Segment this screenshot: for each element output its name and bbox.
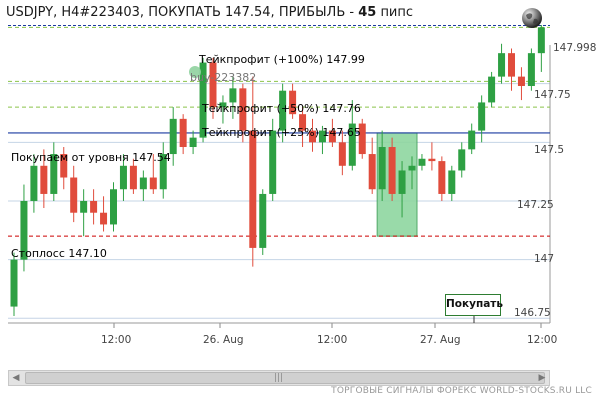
candle-body xyxy=(299,114,307,131)
y-tick-label: 147.5 xyxy=(534,144,565,156)
candle-body xyxy=(149,177,157,190)
candle-body xyxy=(508,53,515,77)
candle-body xyxy=(100,212,108,225)
x-tick-label: 12:00 xyxy=(527,334,558,346)
candle-body xyxy=(169,118,177,155)
candle-body xyxy=(10,259,18,307)
candle-body xyxy=(398,170,406,194)
candle-body xyxy=(60,154,68,178)
candle-body xyxy=(338,142,346,166)
x-tick-label: 12:00 xyxy=(101,334,132,346)
plot-area xyxy=(8,45,550,323)
candle-body xyxy=(358,123,366,155)
candle-body xyxy=(309,130,316,143)
candle-body xyxy=(249,130,257,248)
y-tick-label: 147 xyxy=(534,253,555,265)
grip-icon: ||| xyxy=(274,373,284,383)
candle-body xyxy=(348,123,356,166)
candle-body xyxy=(209,62,217,108)
candle-body xyxy=(488,76,496,103)
entry-level-label: Покупаем от уровня 147.54 xyxy=(11,151,171,164)
scrollbar-thumb[interactable]: ||| xyxy=(25,372,545,384)
candle-body xyxy=(289,90,297,115)
candle-body xyxy=(189,137,197,148)
takeprofit-25-label: Тейкпрофит (+25%) 147.65 xyxy=(202,126,361,139)
symbol-timeframe: USDJPY, H4#223403, xyxy=(6,5,145,20)
candle-body xyxy=(418,158,426,166)
order-id-label: buy-223382 xyxy=(190,71,257,84)
candle-body xyxy=(110,189,117,225)
candle-body xyxy=(179,118,187,148)
candle-body xyxy=(428,158,436,162)
candle-body xyxy=(388,147,396,194)
candle-body xyxy=(269,130,277,194)
takeprofit-100-label: Тейкпрофит (+100%) 147.99 xyxy=(199,53,365,66)
scroll-left-icon[interactable]: ◀ xyxy=(12,373,20,383)
candle-body xyxy=(478,102,486,131)
takeprofit-50-label: Тейкпрофит (+50%) 147.76 xyxy=(202,102,361,115)
y-tick-label: 147.25 xyxy=(517,199,554,211)
candle-body xyxy=(70,177,78,213)
chart-scrollbar[interactable]: ◀ ||| ▶ xyxy=(8,370,550,386)
y-tick-label: 147.998 xyxy=(553,42,597,54)
candle-body xyxy=(259,193,267,248)
candle-body xyxy=(219,102,227,108)
y-tick-label: 147.75 xyxy=(534,89,571,101)
x-tick-label: 12:00 xyxy=(317,334,348,346)
candle-body xyxy=(498,53,506,77)
candle-body xyxy=(368,154,376,190)
candle-body xyxy=(537,27,545,54)
candle-body xyxy=(30,165,38,201)
candle-body xyxy=(468,130,476,150)
candle-body xyxy=(318,130,326,143)
candle-body xyxy=(378,147,386,190)
signal-action: ПОКУПАТЬ 147.54, xyxy=(148,5,275,20)
x-tick-label: 27. Aug xyxy=(420,334,461,346)
candle-body xyxy=(50,154,58,194)
profit-unit: пипс xyxy=(380,5,414,20)
candle-body xyxy=(40,165,48,194)
candle-body xyxy=(448,170,456,194)
chart-title: USDJPY, H4#223403, ПОКУПАТЬ 147.54, ПРИБ… xyxy=(6,5,413,20)
candle-body xyxy=(199,62,207,138)
candle-body xyxy=(458,149,466,171)
candle-body xyxy=(328,130,336,143)
candle-body xyxy=(279,90,287,131)
candle-body xyxy=(129,165,137,190)
x-tick-label: 26. Aug xyxy=(203,334,244,346)
candle-body xyxy=(229,88,237,103)
buy-button[interactable]: Покупать xyxy=(445,294,503,316)
globe-icon[interactable] xyxy=(521,7,543,29)
candle-body xyxy=(119,165,127,190)
candle-body xyxy=(517,76,525,87)
y-tick-label: 146.75 xyxy=(514,307,551,319)
candle-body xyxy=(80,200,88,213)
candle-body xyxy=(139,177,147,190)
profit-label: ПРИБЫЛЬ - xyxy=(278,5,355,20)
stoploss-label: Стоплосс 147.10 xyxy=(11,247,107,260)
footer-watermark: ТОРГОВЫЕ СИГНАЛЫ ФОРЕКС WORLD-STOCKS.RU … xyxy=(331,386,592,396)
buy-marker xyxy=(189,66,201,78)
candle-body xyxy=(239,88,247,131)
candle-body xyxy=(159,154,167,190)
scroll-right-icon[interactable]: ▶ xyxy=(538,373,546,383)
candle-body xyxy=(438,161,446,194)
candle-body xyxy=(90,200,98,213)
candle-body xyxy=(527,53,535,87)
candle-body xyxy=(20,200,28,260)
candle-body xyxy=(408,165,416,171)
profit-value: 45 xyxy=(358,5,377,20)
